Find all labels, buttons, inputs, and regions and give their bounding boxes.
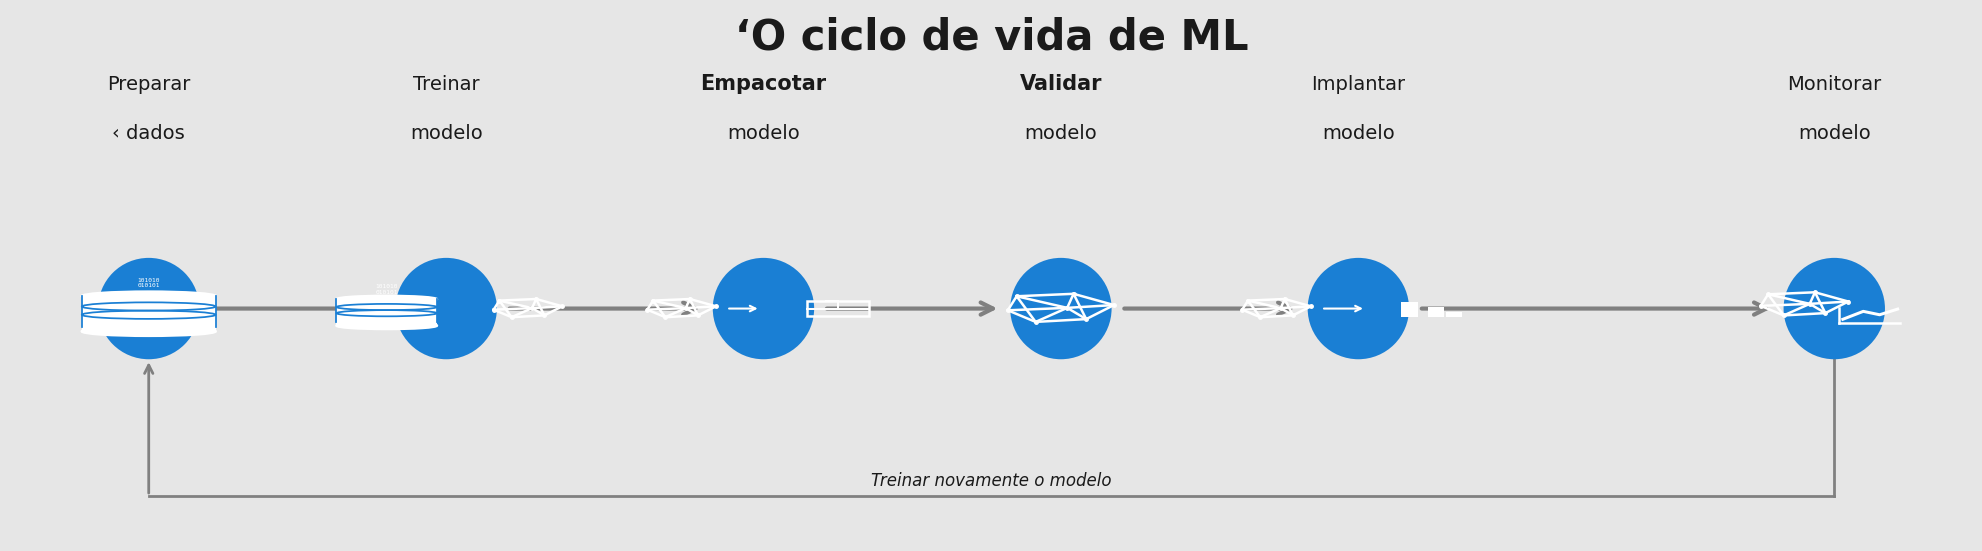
Text: ‹ dados: ‹ dados (113, 125, 184, 143)
Text: Empacotar: Empacotar (700, 74, 826, 94)
Text: modelo: modelo (1322, 125, 1393, 143)
Text: modelo: modelo (1798, 125, 1869, 143)
Text: modelo: modelo (727, 125, 799, 143)
Bar (1427, 307, 1443, 317)
Ellipse shape (1009, 258, 1112, 359)
Ellipse shape (337, 322, 436, 329)
Ellipse shape (1782, 258, 1885, 359)
FancyBboxPatch shape (337, 299, 436, 326)
Text: Monitorar: Monitorar (1786, 75, 1881, 94)
Bar (1445, 312, 1461, 317)
Text: modelo: modelo (1025, 125, 1096, 143)
Text: Preparar: Preparar (107, 75, 190, 94)
Text: 101010
010101: 101010 010101 (137, 278, 161, 288)
Text: modelo: modelo (410, 125, 482, 143)
Text: Treinar: Treinar (412, 75, 480, 94)
Ellipse shape (394, 258, 497, 359)
Text: ‘O ciclo de vida de ML: ‘O ciclo de vida de ML (733, 17, 1249, 58)
Text: 101010
010101: 101010 010101 (375, 284, 398, 295)
Bar (807, 301, 868, 316)
Ellipse shape (97, 258, 200, 359)
FancyBboxPatch shape (81, 296, 216, 331)
Ellipse shape (81, 327, 216, 336)
Ellipse shape (1306, 258, 1409, 359)
Bar (1401, 302, 1417, 317)
Text: Implantar: Implantar (1310, 75, 1405, 94)
Ellipse shape (81, 291, 216, 301)
Text: Treinar novamente o modelo: Treinar novamente o modelo (870, 472, 1112, 490)
Ellipse shape (337, 296, 436, 302)
Ellipse shape (712, 258, 815, 359)
Text: Validar: Validar (1019, 74, 1102, 94)
